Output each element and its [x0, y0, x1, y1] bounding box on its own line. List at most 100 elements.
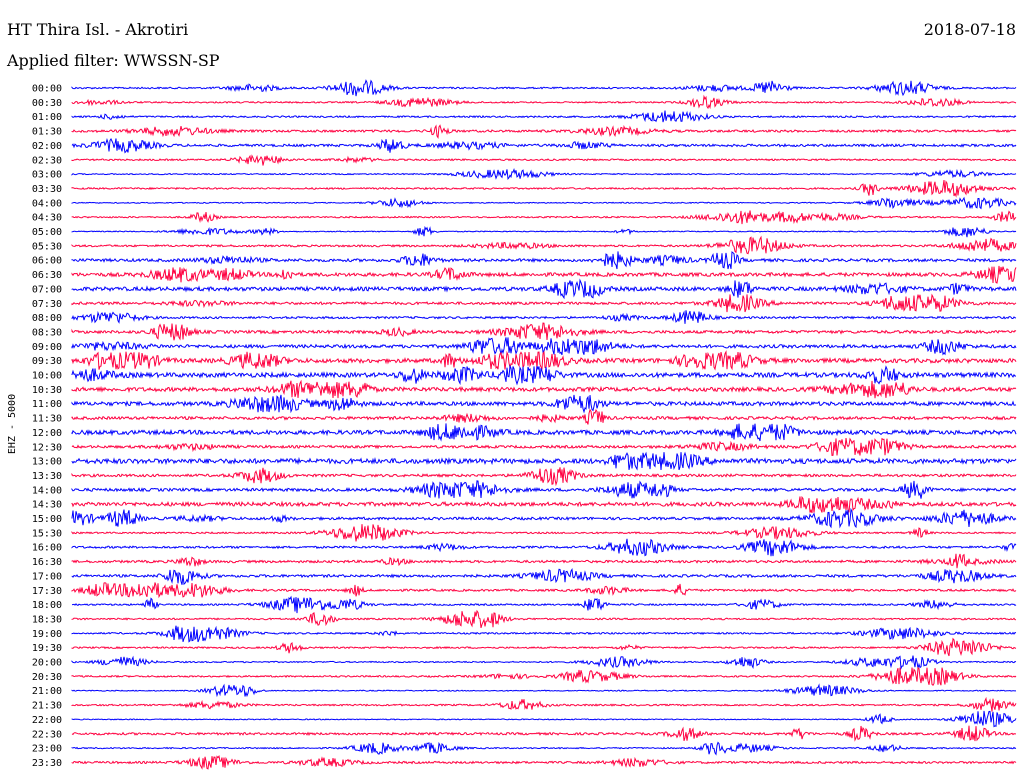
- time-tick-label: 13:30: [32, 471, 62, 482]
- time-tick-label: 17:30: [32, 586, 62, 597]
- time-tick-labels: 00:00 00:30 01:00 01:30 02:00 02:30 03:00 03:30…: [32, 84, 62, 769]
- time-tick-label: 21:30: [32, 701, 62, 712]
- trace-line: [71, 293, 1017, 313]
- trace-line: [71, 467, 1017, 487]
- trace-line: [71, 379, 1017, 399]
- time-tick-label: 21:00: [32, 686, 62, 697]
- time-tick-label: 09:00: [32, 342, 62, 353]
- time-tick-label: 06:00: [32, 256, 62, 267]
- trace-line: [71, 524, 1017, 542]
- trace-line: [71, 625, 1017, 643]
- trace-line: [71, 79, 1017, 97]
- time-tick-label: 19:00: [32, 629, 62, 640]
- trace-line: [71, 538, 1017, 557]
- trace-line: [71, 278, 1017, 300]
- time-tick-label: 23:30: [32, 758, 62, 769]
- trace-line: [71, 423, 1017, 442]
- trace-line: [71, 94, 1017, 110]
- time-tick-label: 06:30: [32, 270, 62, 281]
- trace-line: [71, 741, 1017, 756]
- trace-line: [71, 350, 1017, 371]
- time-tick-label: 04:30: [32, 213, 62, 224]
- time-tick-label: 22:30: [32, 729, 62, 740]
- trace-line: [71, 225, 1017, 238]
- trace-line: [71, 210, 1017, 225]
- time-tick-label: 12:30: [32, 442, 62, 453]
- trace-line: [71, 568, 1017, 586]
- trace-line: [71, 582, 1017, 599]
- station-title: HT Thira Isl. - Akrotiri: [7, 20, 189, 39]
- trace-line: [71, 408, 1017, 425]
- time-tick-label: 20:30: [32, 672, 62, 683]
- trace-line: [71, 337, 1017, 356]
- date-label: 2018-07-18: [923, 20, 1016, 39]
- trace-line: [71, 710, 1017, 728]
- time-tick-label: 01:00: [32, 112, 62, 123]
- trace-line: [71, 637, 1017, 657]
- trace-line: [71, 322, 1017, 341]
- trace-line: [71, 251, 1017, 270]
- time-tick-label: 12:00: [32, 428, 62, 439]
- time-tick-label: 17:00: [32, 571, 62, 582]
- trace-line: [71, 451, 1017, 471]
- trace-line: [71, 310, 1017, 324]
- trace-line: [71, 507, 1017, 529]
- time-tick-label: 19:30: [32, 643, 62, 654]
- traces-group: [71, 79, 1017, 770]
- trace-line: [71, 124, 1017, 140]
- channel-axis-label: EHZ - 5000: [7, 394, 18, 454]
- trace-line: [71, 683, 1017, 698]
- time-tick-label: 11:30: [32, 414, 62, 425]
- filter-label: Applied filter: WWSSN-SP: [7, 51, 220, 70]
- time-tick-label: 05:00: [32, 227, 62, 238]
- time-tick-label: 10:00: [32, 371, 62, 382]
- time-tick-label: 13:00: [32, 457, 62, 468]
- time-tick-label: 08:00: [32, 313, 62, 324]
- trace-line: [71, 154, 1017, 166]
- time-tick-label: 16:30: [32, 557, 62, 568]
- time-tick-label: 14:30: [32, 500, 62, 511]
- time-tick-label: 15:00: [32, 514, 62, 525]
- trace-line: [71, 364, 1017, 386]
- time-tick-label: 07:00: [32, 284, 62, 295]
- trace-line: [71, 138, 1017, 154]
- time-tick-label: 15:30: [32, 528, 62, 539]
- time-tick-label: 11:00: [32, 399, 62, 410]
- trace-line: [71, 609, 1017, 629]
- time-tick-label: 16:00: [32, 543, 62, 554]
- time-tick-label: 23:00: [32, 744, 62, 755]
- trace-line: [71, 725, 1016, 742]
- time-tick-label: 01:30: [32, 127, 62, 138]
- time-tick-label: 10:30: [32, 385, 62, 396]
- trace-line: [71, 666, 1017, 686]
- trace-line: [71, 168, 1017, 181]
- time-tick-label: 07:30: [32, 299, 62, 310]
- time-tick-label: 05:30: [32, 241, 62, 252]
- time-tick-label: 08:30: [32, 327, 62, 338]
- time-tick-label: 02:00: [32, 141, 62, 152]
- trace-line: [71, 553, 1017, 569]
- trace-line: [71, 235, 1017, 255]
- trace-line: [71, 655, 1017, 671]
- time-tick-label: 09:30: [32, 356, 62, 367]
- trace-line: [71, 196, 1017, 210]
- trace-line: [71, 180, 1017, 198]
- time-tick-label: 04:00: [32, 198, 62, 209]
- trace-line: [71, 696, 1017, 712]
- trace-line: [71, 394, 1017, 414]
- time-tick-label: 18:00: [32, 600, 62, 611]
- trace-line: [71, 480, 1017, 499]
- trace-line: [71, 265, 1017, 284]
- time-tick-label: 14:00: [32, 485, 62, 496]
- time-tick-label: 00:30: [32, 98, 62, 109]
- time-tick-label: 22:00: [32, 715, 62, 726]
- trace-line: [71, 754, 1017, 770]
- trace-line: [71, 110, 1017, 123]
- time-tick-label: 00:00: [32, 84, 62, 95]
- trace-line: [71, 437, 1017, 456]
- time-tick-label: 03:00: [32, 170, 62, 181]
- trace-line: [72, 595, 1017, 614]
- time-tick-label: 20:00: [32, 658, 62, 669]
